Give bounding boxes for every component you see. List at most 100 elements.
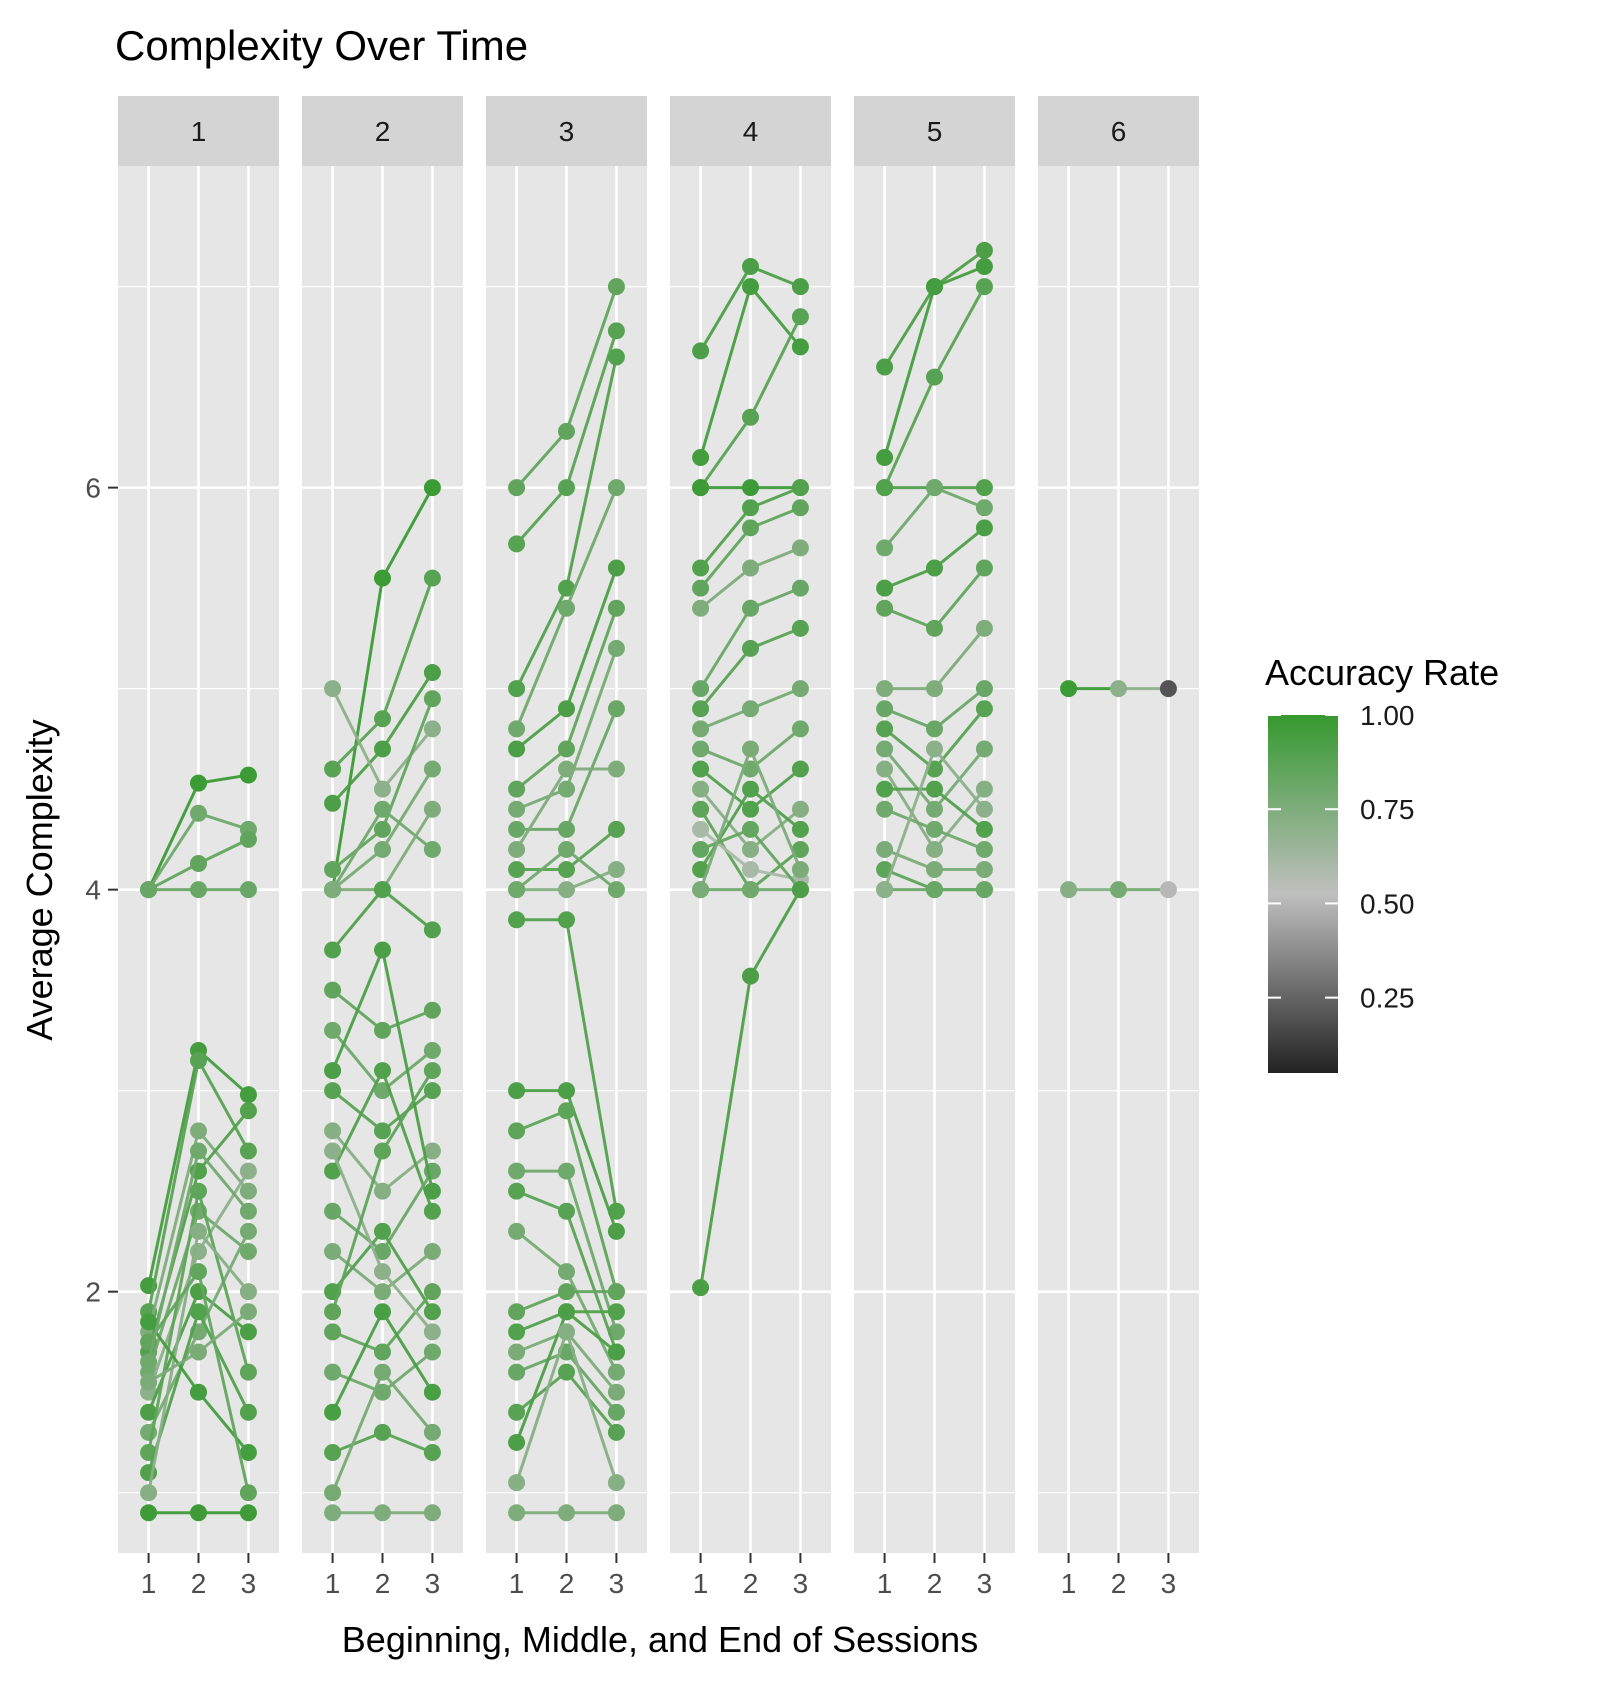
data-point [742, 780, 759, 798]
x-tick-label: 1 [325, 1568, 341, 1599]
data-point [558, 599, 575, 617]
data-point [558, 1102, 575, 1120]
data-point [975, 740, 993, 758]
data-point [324, 1363, 342, 1381]
series-line [700, 707, 752, 731]
data-point [324, 1403, 342, 1421]
data-point [508, 1403, 526, 1421]
data-point [423, 664, 441, 682]
x-tick-label: 1 [141, 1568, 157, 1599]
data-point [374, 1423, 391, 1441]
data-point [423, 1323, 441, 1341]
data-point [876, 680, 894, 698]
data-point [239, 1323, 257, 1341]
data-point [508, 1474, 526, 1492]
data-point [508, 1162, 526, 1180]
data-point [508, 479, 526, 497]
x-tick-label: 2 [743, 1568, 759, 1599]
series-group [324, 479, 441, 1522]
data-point [692, 342, 710, 360]
data-point [324, 861, 342, 879]
series-line [381, 1310, 434, 1393]
series-line [198, 811, 249, 831]
data-point [742, 278, 759, 296]
series-line [197, 838, 250, 865]
series-line [565, 1371, 618, 1434]
series-line [699, 788, 752, 871]
data-point [975, 680, 993, 698]
data-point [324, 794, 342, 812]
series-line [147, 1150, 200, 1363]
series-line [515, 768, 568, 851]
data-point [423, 720, 441, 738]
series-line [331, 888, 384, 951]
data-point [508, 680, 526, 698]
data-point [374, 1122, 391, 1140]
series-line [749, 486, 801, 510]
data-point [423, 1062, 441, 1080]
data-point [692, 579, 710, 597]
series-line [147, 1050, 200, 1286]
data-point [975, 258, 993, 276]
data-point [423, 1082, 441, 1100]
x-tick-label: 2 [375, 1568, 391, 1599]
data-point [239, 1403, 257, 1421]
data-point [324, 1443, 342, 1461]
series-line [884, 707, 936, 731]
data-point [692, 720, 710, 738]
x-axis-title: Beginning, Middle, and End of Sessions [342, 1619, 978, 1660]
data-point [558, 579, 575, 597]
series-line [381, 1230, 434, 1313]
series-line [197, 1129, 250, 1193]
series-line [699, 506, 752, 569]
facet-panel-4: 4 1 2 3 [670, 96, 831, 1599]
x-tick-label: 2 [559, 1568, 575, 1599]
series-line [515, 430, 568, 489]
series-line [884, 848, 936, 871]
data-point [558, 881, 575, 899]
data-point [926, 740, 943, 758]
series-line [197, 1271, 250, 1494]
data-point [324, 1142, 342, 1160]
data-point [1159, 881, 1177, 899]
data-point [607, 639, 625, 657]
data-point [239, 1222, 257, 1240]
series-line [147, 782, 200, 891]
series-group [140, 766, 257, 1522]
data-point [324, 1484, 342, 1502]
facet-strip-label: 5 [927, 116, 943, 147]
data-point [742, 861, 759, 879]
data-point [692, 479, 710, 497]
data-point [876, 358, 894, 376]
data-point [374, 1363, 391, 1381]
data-point [742, 700, 759, 718]
data-point [190, 1263, 207, 1281]
data-point [239, 1504, 257, 1522]
data-point [423, 1504, 441, 1522]
series-line [331, 1371, 384, 1494]
data-point [876, 740, 894, 758]
data-point [742, 258, 759, 276]
data-point [374, 800, 391, 818]
data-point [926, 720, 943, 738]
data-point [239, 1142, 257, 1160]
data-point [876, 720, 894, 738]
data-point [975, 780, 993, 798]
data-point [324, 760, 342, 778]
data-point [558, 911, 575, 929]
data-point [876, 700, 894, 718]
data-point [324, 1202, 342, 1220]
data-point [423, 1443, 441, 1461]
series-line [883, 376, 936, 489]
series-line [565, 1210, 618, 1353]
data-point [374, 1222, 391, 1240]
series-line [331, 1069, 384, 1172]
data-point [975, 800, 993, 818]
data-point [607, 1222, 625, 1240]
facet-strip [670, 96, 831, 166]
data-point [558, 1323, 575, 1341]
data-point [607, 1303, 625, 1321]
series-line [749, 265, 801, 289]
data-point [791, 308, 809, 326]
data-point [324, 1162, 342, 1180]
